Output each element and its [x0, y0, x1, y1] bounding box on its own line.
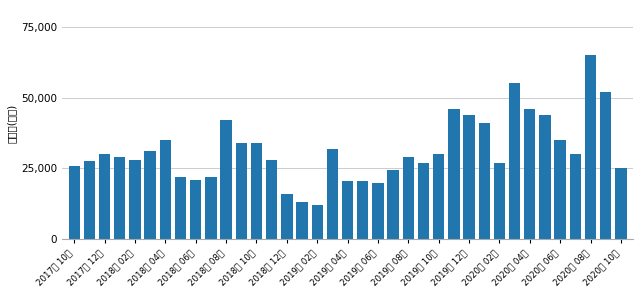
Bar — [493, 163, 505, 239]
Bar — [114, 157, 125, 239]
Bar — [357, 181, 369, 239]
Bar — [236, 143, 247, 239]
Bar — [387, 170, 399, 239]
Bar — [145, 151, 156, 239]
Bar — [570, 154, 581, 239]
Bar — [68, 166, 80, 239]
Bar — [554, 140, 566, 239]
Bar — [220, 120, 232, 239]
Bar — [433, 154, 444, 239]
Bar — [129, 160, 141, 239]
Bar — [205, 177, 216, 239]
Bar — [524, 109, 536, 239]
Bar — [403, 157, 414, 239]
Bar — [281, 194, 292, 239]
Bar — [479, 123, 490, 239]
Bar — [540, 115, 550, 239]
Bar — [585, 55, 596, 239]
Bar — [296, 202, 308, 239]
Bar — [190, 180, 202, 239]
Bar — [418, 163, 429, 239]
Bar — [509, 83, 520, 239]
Bar — [372, 183, 383, 239]
Bar — [175, 177, 186, 239]
Bar — [84, 161, 95, 239]
Bar — [266, 160, 277, 239]
Bar — [251, 143, 262, 239]
Bar — [326, 148, 338, 239]
Bar — [99, 154, 110, 239]
Bar — [342, 181, 353, 239]
Bar — [600, 92, 611, 239]
Bar — [615, 168, 627, 239]
Bar — [463, 115, 475, 239]
Bar — [159, 140, 171, 239]
Bar — [312, 205, 323, 239]
Y-axis label: 거래량(건수): 거래량(건수) — [7, 103, 17, 143]
Bar — [448, 109, 460, 239]
